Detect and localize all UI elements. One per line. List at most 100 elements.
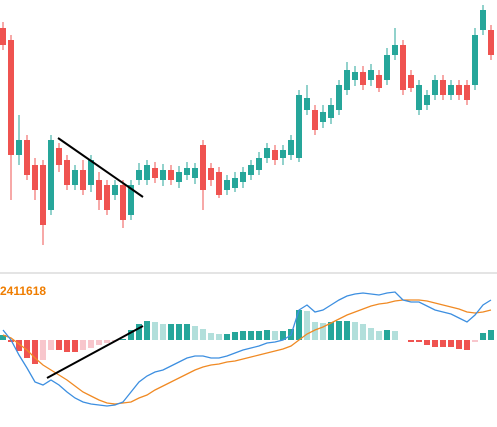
candle-body	[440, 80, 446, 95]
histogram-bar	[168, 324, 174, 340]
histogram-bar	[24, 340, 30, 358]
histogram-bar	[472, 340, 478, 342]
histogram-bar	[344, 321, 350, 340]
histogram-bar	[176, 324, 182, 340]
dea-line	[2, 299, 492, 405]
candle-body	[56, 148, 62, 165]
histogram-bar	[416, 340, 422, 342]
candle-body	[88, 160, 94, 185]
histogram-bar	[232, 332, 238, 340]
candle-body	[280, 150, 286, 158]
histogram-bar	[376, 331, 382, 340]
candle-body	[192, 168, 198, 178]
candle-body	[288, 140, 294, 155]
histogram-bar	[0, 335, 6, 340]
trend-line	[46, 325, 144, 379]
candle-body	[200, 145, 206, 190]
histogram-bar	[48, 340, 54, 350]
candle-body	[272, 150, 278, 160]
histogram-bar	[456, 340, 462, 349]
candle-body	[128, 185, 134, 215]
histogram-bar	[88, 340, 94, 348]
histogram-bar	[280, 331, 286, 340]
histogram-bar	[160, 324, 166, 340]
candle-body	[184, 168, 190, 175]
histogram-bar	[480, 333, 486, 340]
candle-body	[360, 72, 366, 85]
histogram-bar	[384, 330, 390, 340]
histogram-bar	[464, 340, 470, 350]
candle-body	[256, 158, 262, 170]
indicator-label: 2411618	[0, 284, 46, 298]
candle-body	[480, 10, 486, 30]
histogram-bar	[328, 322, 334, 340]
candle-body	[376, 75, 382, 88]
histogram-bar	[368, 328, 374, 340]
candle-body	[120, 185, 126, 220]
candle-body	[152, 168, 158, 178]
candle-body	[240, 172, 246, 182]
histogram-bar	[272, 331, 278, 340]
histogram-bar	[200, 329, 206, 340]
candle-body	[48, 140, 54, 210]
histogram-bar	[448, 340, 454, 347]
histogram-bar	[136, 324, 142, 340]
candle-body	[464, 85, 470, 100]
histogram-bar	[104, 340, 110, 343]
candle-body	[304, 98, 310, 110]
histogram-bar	[16, 340, 22, 351]
candle-body	[320, 112, 326, 122]
candle-body	[472, 35, 478, 85]
candle-body	[392, 45, 398, 55]
candle-body	[32, 165, 38, 190]
candle-body	[336, 85, 342, 110]
candle-body	[264, 148, 270, 158]
histogram-bar	[32, 340, 38, 364]
candle-body	[384, 55, 390, 80]
candle-body	[416, 85, 422, 110]
candle-body	[136, 170, 142, 180]
candle-body	[104, 185, 110, 210]
candle-body	[112, 185, 118, 195]
dif-line	[2, 291, 492, 407]
histogram-bar	[152, 322, 158, 340]
candle-body	[232, 178, 238, 188]
candle-body	[96, 180, 102, 200]
histogram-bar	[120, 339, 126, 340]
candle-body	[40, 165, 46, 225]
histogram-bar	[208, 333, 214, 340]
candle-body	[344, 70, 350, 90]
candle-body	[216, 172, 222, 195]
candle-body	[208, 168, 214, 180]
candle-body	[24, 140, 30, 175]
candle-body	[456, 85, 462, 95]
histogram-bar	[216, 334, 222, 340]
candle-body	[176, 172, 182, 182]
histogram-bar	[40, 340, 46, 360]
plot-layer	[0, 5, 494, 407]
histogram-bar	[256, 331, 262, 340]
candle-body	[408, 75, 414, 88]
candle-body	[224, 180, 230, 190]
candle-body	[80, 170, 86, 190]
candle-body	[432, 80, 438, 95]
candle-body	[424, 95, 430, 105]
candle-body	[296, 95, 302, 158]
histogram-bar	[296, 310, 302, 340]
candle-body	[312, 110, 318, 130]
histogram-bar	[240, 331, 246, 340]
histogram-bar	[304, 311, 310, 340]
histogram-bar	[432, 340, 438, 347]
candle-body	[248, 165, 254, 175]
histogram-bar	[320, 323, 326, 340]
candle-body	[488, 30, 494, 55]
histogram-bar	[64, 340, 70, 352]
candle-body	[72, 170, 78, 185]
candle-body	[352, 72, 358, 80]
histogram-bar	[248, 331, 254, 340]
histogram-bar	[144, 321, 150, 340]
candle-body	[160, 170, 166, 180]
histogram-bar	[184, 324, 190, 340]
candle-body	[64, 160, 70, 185]
